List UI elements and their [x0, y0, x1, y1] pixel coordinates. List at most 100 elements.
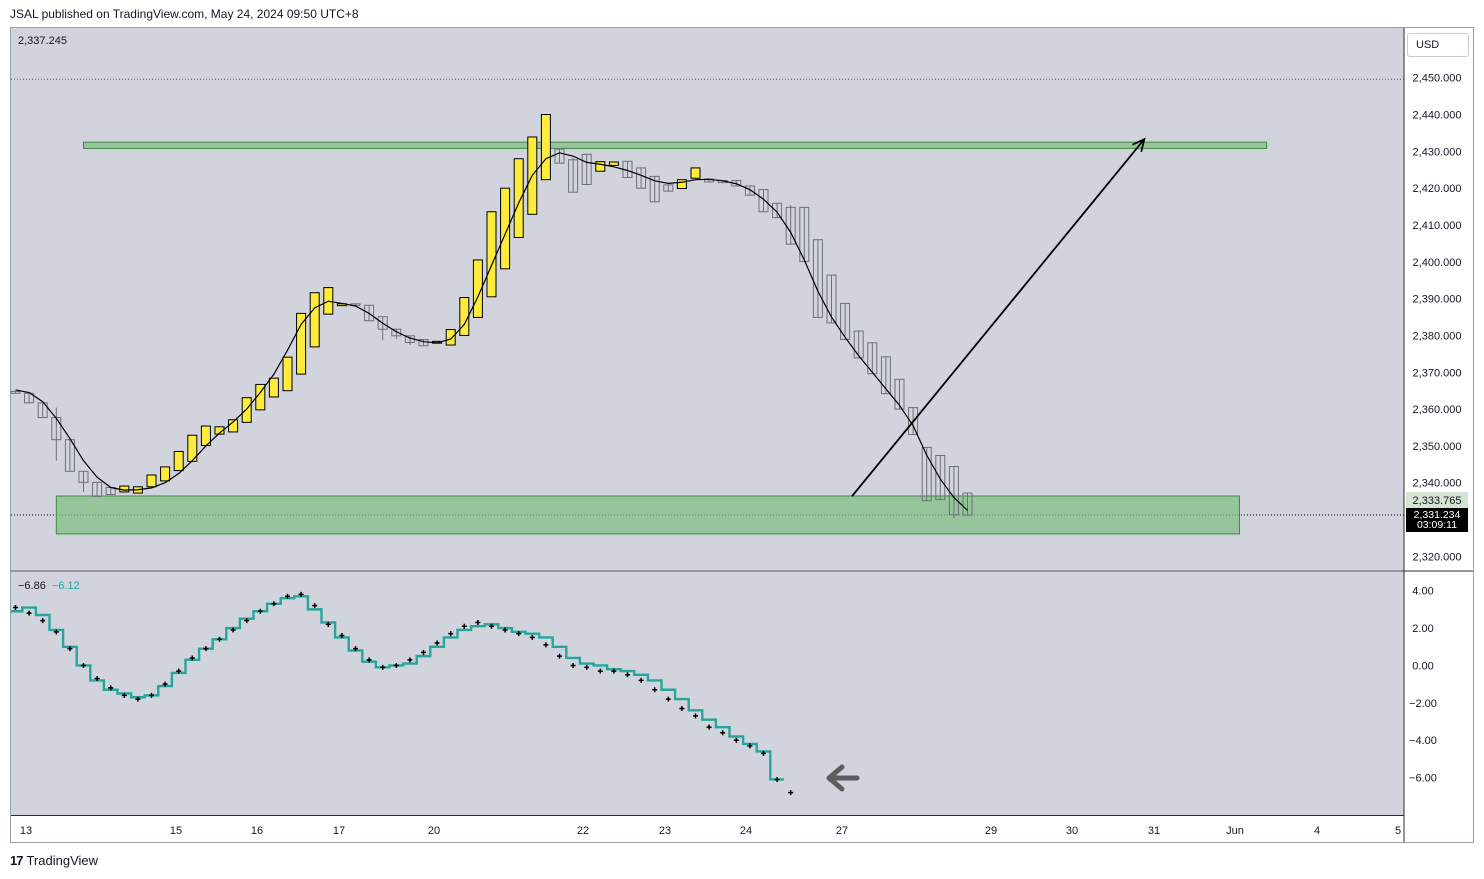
candle[interactable] [894, 378, 905, 410]
indicator-dot [788, 790, 794, 796]
candle[interactable] [391, 328, 402, 337]
indicator-dot [393, 662, 399, 668]
candle[interactable] [364, 304, 375, 322]
time-tick-label: 16 [251, 825, 263, 837]
candle[interactable] [241, 397, 252, 423]
candle[interactable] [880, 356, 891, 395]
candle[interactable] [296, 312, 307, 375]
price-tick-label: 2,440.000 [1413, 110, 1462, 122]
candle[interactable] [935, 454, 946, 501]
candle[interactable] [445, 329, 456, 346]
candle[interactable] [459, 297, 470, 336]
indicator-dot [570, 662, 576, 668]
indicator-dot [176, 668, 182, 674]
left-arrow-icon [826, 764, 860, 792]
candle[interactable] [24, 392, 35, 404]
candle[interactable] [92, 481, 103, 497]
price-axis-bg [1404, 28, 1473, 815]
candle[interactable] [214, 426, 225, 435]
candle[interactable] [908, 407, 919, 435]
candle[interactable] [595, 161, 606, 172]
zone-support[interactable] [55, 495, 1240, 535]
current-price-text: 2,331.234 [1414, 509, 1461, 521]
indicator-dot [13, 605, 18, 611]
candle[interactable] [37, 402, 48, 419]
indicator-dot [121, 692, 127, 698]
zones[interactable] [55, 141, 1268, 535]
candle[interactable] [663, 184, 674, 192]
indicator-dot [557, 653, 562, 659]
candle[interactable] [758, 189, 769, 213]
candle[interactable] [840, 302, 851, 341]
candle[interactable] [282, 356, 293, 392]
candle[interactable] [636, 167, 647, 189]
price-tick-label: 2,370.000 [1413, 367, 1462, 379]
candle[interactable] [568, 159, 579, 193]
indicator-dot [339, 633, 345, 639]
price-tick-label: 2,350.000 [1413, 441, 1462, 453]
time-tick-label: 22 [577, 825, 589, 837]
trend-arrow[interactable] [851, 137, 1146, 497]
zone-resistance[interactable] [83, 141, 1268, 149]
indicator-dot [434, 640, 440, 646]
arrow-shaft[interactable] [851, 138, 1145, 497]
candle[interactable] [812, 239, 823, 318]
indicator-dot [679, 705, 685, 711]
candle[interactable] [608, 161, 619, 166]
indicator-dot [774, 776, 780, 782]
last-price-tag [1406, 492, 1468, 508]
candle[interactable] [540, 114, 551, 181]
candle[interactable] [160, 466, 171, 482]
candle[interactable] [472, 259, 483, 318]
time-scale-ticks: 13 15 16 17 20 22 23 24 27 29 30 31 Jun 4 5 [20, 825, 1401, 837]
candle[interactable] [309, 292, 320, 348]
indicator-dot [720, 730, 726, 736]
candle[interactable] [921, 446, 932, 502]
arrow-head [1132, 137, 1146, 153]
moving-average [15, 152, 968, 511]
candle[interactable] [744, 185, 755, 196]
indicator-dot [366, 657, 372, 663]
candle[interactable] [962, 492, 973, 516]
indicator-dot [203, 646, 209, 652]
candle[interactable] [10, 390, 21, 394]
candle[interactable] [853, 330, 864, 359]
indicator-dot [94, 676, 100, 682]
candle[interactable] [690, 167, 701, 179]
candle[interactable] [500, 187, 511, 270]
price-tick-label: 2,430.000 [1413, 146, 1462, 158]
currency-button[interactable]: USD [1407, 33, 1469, 57]
candle[interactable] [554, 148, 565, 164]
main-pane-bg [11, 28, 1404, 570]
candle[interactable] [146, 474, 157, 488]
candle[interactable] [268, 377, 279, 398]
candle[interactable] [867, 342, 878, 375]
indicator-value-1: −6.86 [18, 580, 46, 592]
indicator-dot [693, 713, 698, 719]
indicator-dot [257, 608, 263, 614]
candle[interactable] [377, 316, 388, 330]
price-scale-ticks: 2,450.000 2,440.000 2,430.000 2,420.000 2,41… [1413, 73, 1462, 564]
price-tick-label: 2,390.000 [1413, 294, 1462, 306]
candle[interactable] [676, 179, 687, 190]
candle[interactable] [486, 211, 497, 298]
candle[interactable] [826, 274, 837, 324]
indicator-dot [489, 623, 494, 629]
indicator-dot [665, 696, 671, 702]
indicator-dot [761, 750, 766, 756]
candle[interactable] [513, 158, 524, 239]
indicator-dot [67, 646, 73, 652]
indicator-dot [325, 621, 331, 627]
ohlc-readout: 2,337.245 [18, 35, 67, 47]
time-tick-label: 29 [985, 825, 997, 837]
candle[interactable] [78, 470, 89, 483]
indicator-tick-label: 0.00 [1412, 660, 1433, 672]
indicator-dot [611, 668, 617, 674]
indicator-dot [135, 696, 141, 702]
candle[interactable] [581, 153, 592, 185]
candle[interactable] [772, 202, 783, 219]
candle[interactable] [649, 175, 660, 203]
candle[interactable] [173, 450, 184, 472]
indicator-dot [638, 677, 644, 683]
